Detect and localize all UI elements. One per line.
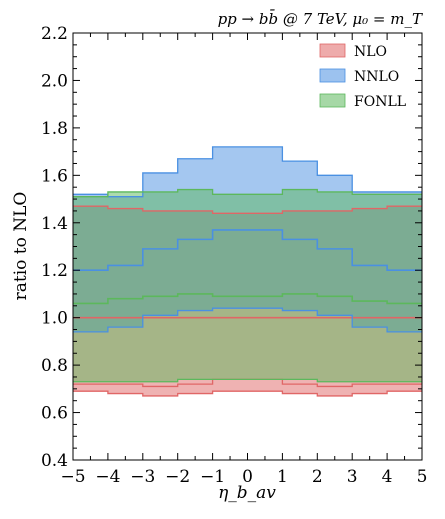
series-lines xyxy=(73,146,422,397)
x-tick-labels: −5 −4 −3 −2 −1 0 1 2 3 4 5 xyxy=(60,467,427,487)
x-axis-title: η_b_av xyxy=(218,483,276,503)
nnlo-lower-line xyxy=(73,307,422,333)
legend-label-nnlo: NNLO xyxy=(354,69,399,85)
y-tick-label: 0.4 xyxy=(41,451,68,471)
x-tick-label: 2 xyxy=(312,467,323,487)
fonll-band xyxy=(73,189,422,382)
nnlo-central-line xyxy=(73,229,422,272)
fonll-lower-line xyxy=(73,378,422,383)
y-tick-label: 0.6 xyxy=(41,404,68,424)
uncertainty-bands xyxy=(73,146,422,396)
x-tick-label: 4 xyxy=(382,467,393,487)
y-tick-label: 1.6 xyxy=(41,166,68,186)
y-tick-label: 2.2 xyxy=(41,24,68,44)
y-tick-label: 0.8 xyxy=(41,356,68,376)
x-tick-label: −4 xyxy=(95,467,120,487)
x-tick-label: −3 xyxy=(130,467,155,487)
y-tick-label: 1.2 xyxy=(41,261,68,281)
y-tick-label: 2.0 xyxy=(41,71,68,91)
x-tick-label: 3 xyxy=(347,467,358,487)
legend-label-nlo: NLO xyxy=(354,44,387,60)
y-axis-title: ratio to NLO xyxy=(11,192,31,301)
x-tick-label: 1 xyxy=(277,467,288,487)
y-tick-label: 1.4 xyxy=(41,214,68,234)
x-tick-label: −1 xyxy=(200,467,225,487)
y-tick-labels: 0.4 0.6 0.8 1.0 1.2 1.4 1.6 1.8 2.0 2.2 xyxy=(41,24,68,471)
legend-swatch-fonll xyxy=(319,93,346,108)
nlo-upper-line xyxy=(73,205,422,214)
nlo-lower-line xyxy=(73,390,422,397)
fonll-upper-line xyxy=(73,188,422,198)
x-tick-label: −2 xyxy=(165,467,190,487)
y-tick-label: 1.0 xyxy=(41,309,68,329)
axis-ticks xyxy=(72,32,423,461)
fonll-central-line xyxy=(73,293,422,305)
legend-swatch-nlo xyxy=(319,43,346,58)
nnlo-upper-line xyxy=(73,146,422,198)
chart-title: pp → bb̄ @ 7 TeV, μ₀ = m_T xyxy=(218,10,423,28)
y-tick-label: 1.8 xyxy=(41,119,68,139)
legend-swatch-nnlo xyxy=(319,68,346,83)
legend-label-fonll: FONLL xyxy=(354,94,406,110)
x-tick-label: 5 xyxy=(417,467,428,487)
x-tick-label: −5 xyxy=(60,467,85,487)
x-tick-label: 0 xyxy=(242,467,253,487)
legend: NLO NNLO FONLL xyxy=(319,43,406,110)
